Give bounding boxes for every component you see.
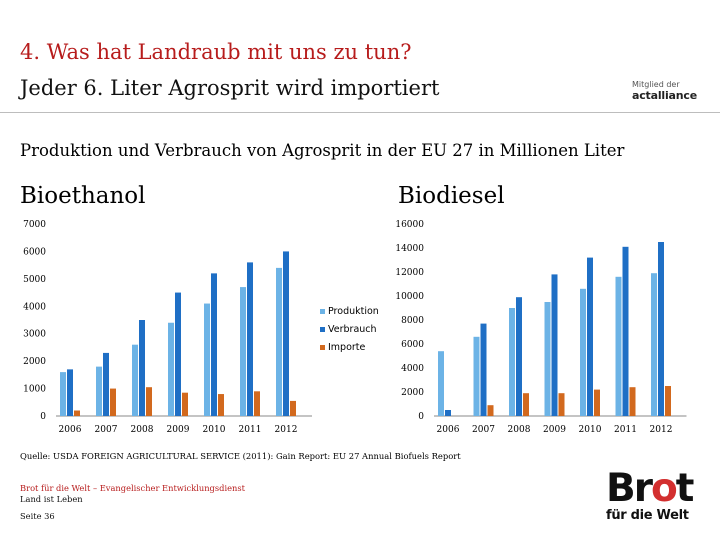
bar-biodiesel-verbrauch-2006 [445,410,451,416]
y-tick-label-bioethanol: 2000 [23,357,46,367]
x-tick-label-bioethanol: 2006 [59,425,82,435]
header-divider [0,112,720,113]
bar-bioethanol-produktion-2011 [240,287,246,416]
bar-bioethanol-importe-2007 [110,388,116,416]
bar-biodiesel-produktion-2012 [651,273,657,416]
y-tick-label-biodiesel: 2000 [401,388,424,398]
brot-logo-word: Brot [606,466,694,511]
slide-subtitle: Produktion und Verbrauch von Agrosprit i… [20,141,625,160]
bar-bioethanol-verbrauch-2012 [283,251,289,416]
bar-bioethanol-produktion-2007 [96,366,102,416]
x-tick-label-biodiesel: 2008 [508,425,531,435]
bar-biodiesel-importe-2008 [523,393,529,416]
bar-bioethanol-importe-2006 [74,410,80,416]
y-tick-label-bioethanol: 0 [40,412,46,422]
legend-label-verbrauch: Verbrauch [328,323,377,335]
x-tick-label-bioethanol: 2010 [203,425,226,435]
legend-swatch-importe [320,344,325,350]
x-tick-label-biodiesel: 2007 [472,425,495,435]
legend-item-verbrauch: Verbrauch [320,320,379,338]
bar-biodiesel-importe-2010 [594,389,600,416]
slide-title-line2: Jeder 6. Liter Agrosprit wird importiert [20,76,440,100]
source-note: Quelle: USDA FOREIGN AGRICULTURAL SERVIC… [20,451,461,461]
x-tick-label-biodiesel: 2011 [614,425,637,435]
bar-bioethanol-produktion-2009 [168,322,174,416]
x-tick-label-bioethanol: 2012 [275,425,298,435]
brot-logo-sub: für die Welt [606,508,689,523]
bar-biodiesel-produktion-2008 [509,308,515,416]
bar-bioethanol-verbrauch-2009 [175,292,181,416]
y-tick-label-bioethanol: 1000 [23,385,46,395]
footer-department: Land ist Leben [20,494,83,504]
bar-biodiesel-importe-2009 [558,393,565,416]
bar-bioethanol-verbrauch-2010 [211,273,217,416]
y-tick-label-biodiesel: 0 [418,412,424,422]
bar-bioethanol-produktion-2008 [132,344,138,416]
legend-swatch-verbrauch [320,326,325,332]
x-tick-label-biodiesel: 2009 [543,425,566,435]
x-tick-label-biodiesel: 2012 [650,425,673,435]
y-tick-label-biodiesel: 14000 [395,244,424,254]
bar-biodiesel-produktion-2010 [580,288,586,416]
x-tick-label-biodiesel: 2010 [579,425,602,435]
brot-fuer-die-welt-logo: Brot für die Welt [606,466,706,523]
legend-item-importe: Importe [320,338,379,356]
logo-member-label: Mitglied der [632,80,680,89]
bar-bioethanol-importe-2010 [218,394,224,416]
y-tick-label-bioethanol: 4000 [23,302,46,312]
y-tick-label-bioethanol: 5000 [23,275,46,285]
bar-biodiesel-verbrauch-2009 [551,274,558,416]
legend-label-produktion: Produktion [328,305,379,317]
bar-biodiesel-verbrauch-2012 [658,242,664,416]
bar-bioethanol-importe-2012 [290,400,296,416]
bar-biodiesel-importe-2007 [487,405,494,416]
bar-bioethanol-verbrauch-2007 [103,352,109,416]
logo-actalliance-text: actalliance [632,89,697,102]
bar-biodiesel-verbrauch-2010 [587,257,593,416]
legend-item-produktion: Produktion [320,302,379,320]
y-tick-label-biodiesel: 12000 [395,268,424,278]
bar-bioethanol-verbrauch-2008 [139,320,145,416]
bar-biodiesel-produktion-2009 [544,302,551,416]
y-tick-label-biodiesel: 16000 [395,220,424,230]
bar-biodiesel-verbrauch-2008 [516,297,522,416]
legend-swatch-produktion [320,308,325,314]
bar-bioethanol-produktion-2012 [276,267,282,416]
bar-biodiesel-importe-2011 [629,387,636,416]
bar-biodiesel-importe-2012 [665,386,671,416]
bar-bioethanol-produktion-2010 [204,303,210,416]
bar-biodiesel-produktion-2011 [615,276,622,416]
chart-title-bioethanol: Bioethanol [20,183,146,209]
bar-bioethanol-importe-2009 [182,392,188,416]
y-tick-label-bioethanol: 6000 [23,247,46,257]
footer-organization: Brot für die Welt – Evangelischer Entwic… [20,483,245,493]
actalliance-logo: Mitglied der actalliance [632,80,708,102]
bar-bioethanol-verbrauch-2011 [247,262,253,416]
chart-title-biodiesel: Biodiesel [398,183,505,209]
bar-biodiesel-produktion-2006 [438,351,444,416]
chart-legend: Produktion Verbrauch Importe [320,302,379,356]
y-tick-label-biodiesel: 4000 [401,364,424,374]
slide-title-line1: 4. Was hat Landraub mit uns zu tun? [20,40,412,64]
bar-biodiesel-produktion-2007 [473,336,480,416]
bar-bioethanol-produktion-2006 [60,372,66,416]
bar-bioethanol-verbrauch-2006 [67,369,73,416]
y-tick-label-biodiesel: 10000 [395,292,424,302]
footer-page-number: Seite 36 [20,511,55,521]
bar-bioethanol-importe-2011 [254,391,260,416]
bar-biodiesel-verbrauch-2011 [622,246,629,416]
x-tick-label-bioethanol: 2009 [167,425,190,435]
y-tick-label-bioethanol: 3000 [23,330,46,340]
x-tick-label-biodiesel: 2006 [437,425,460,435]
bar-bioethanol-importe-2008 [146,387,152,416]
bar-biodiesel-verbrauch-2007 [480,323,487,416]
x-tick-label-bioethanol: 2007 [95,425,118,435]
y-tick-label-biodiesel: 6000 [401,340,424,350]
legend-label-importe: Importe [328,341,366,353]
y-tick-label-biodiesel: 8000 [401,316,424,326]
x-tick-label-bioethanol: 2011 [239,425,262,435]
x-tick-label-bioethanol: 2008 [131,425,154,435]
y-tick-label-bioethanol: 7000 [23,220,46,230]
